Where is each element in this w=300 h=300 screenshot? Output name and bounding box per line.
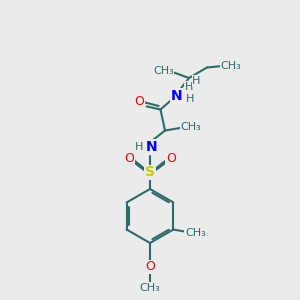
Text: H: H xyxy=(186,94,195,104)
Text: O: O xyxy=(166,152,176,166)
Text: O: O xyxy=(124,152,134,166)
Text: H: H xyxy=(192,76,201,86)
Text: H: H xyxy=(135,142,144,152)
Text: H: H xyxy=(185,82,193,92)
Text: O: O xyxy=(145,260,155,274)
Text: N: N xyxy=(146,140,157,154)
Text: CH₃: CH₃ xyxy=(220,61,242,71)
Text: S: S xyxy=(145,166,155,179)
Text: O: O xyxy=(135,95,144,109)
Text: CH₃: CH₃ xyxy=(185,227,206,238)
Text: CH₃: CH₃ xyxy=(153,65,174,76)
Text: N: N xyxy=(171,89,183,103)
Text: CH₃: CH₃ xyxy=(180,122,201,133)
Text: CH₃: CH₃ xyxy=(140,283,160,293)
